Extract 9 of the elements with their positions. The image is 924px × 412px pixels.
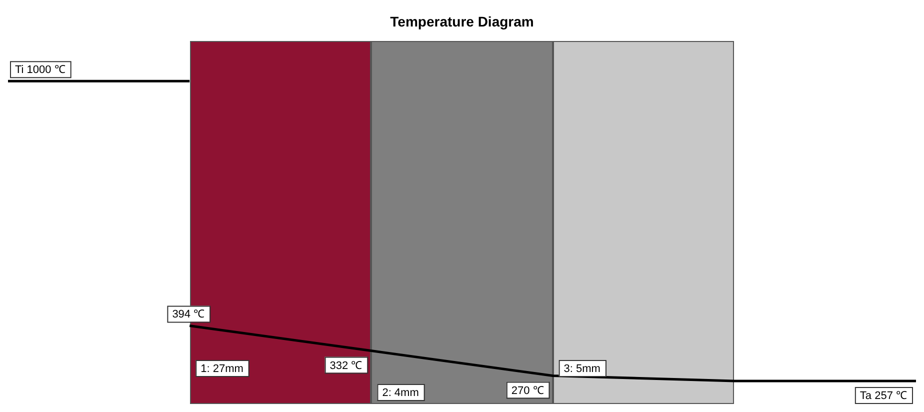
data-label: Ti 1000 ℃ [15,64,66,76]
annotation: 1: 27mm [200,363,244,376]
data-label: 332 ℃ [330,360,362,372]
annotation: 3: 5mm [564,363,600,376]
chart-title: Temperature Diagram [390,13,534,30]
data-label: 394 ℃ [172,308,205,321]
data-label: Ta 257 ℃ [860,390,908,402]
data-label: 270 ℃ [511,384,544,397]
text: 2: 4mm [382,387,419,400]
